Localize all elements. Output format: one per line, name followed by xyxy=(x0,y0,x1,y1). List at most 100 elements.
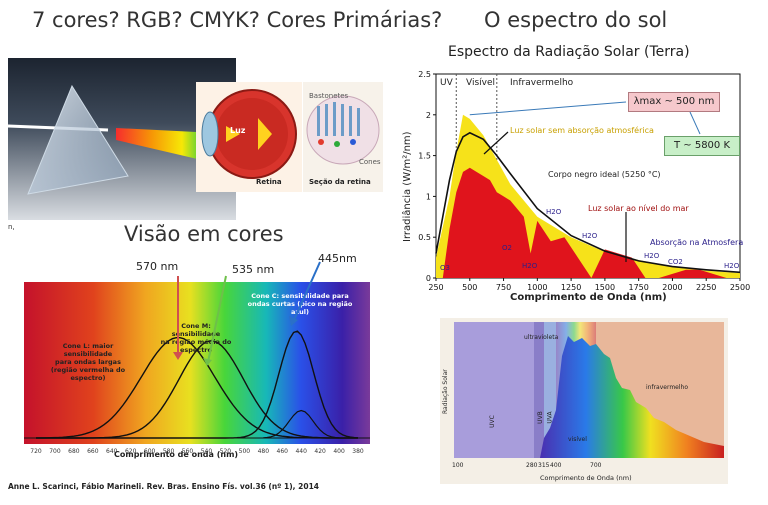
cornea xyxy=(201,111,219,157)
molecule-o3: O3 xyxy=(440,264,450,272)
left-heading: 7 cores? RGB? CMYK? Cores Primárias? xyxy=(32,8,443,32)
temperature-box: T ~ 5800 K xyxy=(664,136,740,156)
cone-tick-600: 600 xyxy=(144,448,156,455)
retina-label: Retina xyxy=(256,178,282,186)
solar-ytick-2.5: 2.5 xyxy=(418,70,431,79)
visible-label: visível xyxy=(568,436,587,443)
molecule-o2: O2 xyxy=(502,244,512,252)
cone-tick-400: 400 xyxy=(333,448,345,455)
cone-chart-xlabel: Comprimento de onda (nm) xyxy=(114,450,239,459)
retina-section: Bastonetes Cones Seção da retina xyxy=(303,82,383,192)
band-infrared: Infravermelho xyxy=(510,78,574,88)
solar-ytick-0.5: 0.5 xyxy=(418,233,431,242)
cones-label: Cones xyxy=(359,158,381,166)
glass-prism xyxy=(27,84,129,195)
cone-curve-secondary xyxy=(263,409,340,439)
solar-xlabel: Comprimento de Onda (nm) xyxy=(510,292,667,303)
cone-s-note: Cone C: sensibilidade para ondas curtas (… xyxy=(247,292,353,316)
rods-label: Bastonetes xyxy=(309,92,349,100)
cone-tick-440: 440 xyxy=(295,448,307,455)
solar-xtick-250: 250 xyxy=(428,283,443,292)
band-tick-315: 315 xyxy=(538,462,550,469)
cone-tick-480: 480 xyxy=(258,448,270,455)
light-label: Luz xyxy=(230,126,246,135)
molecule-h2o-3: H2O xyxy=(582,232,598,240)
infrared-label: infravermelho xyxy=(646,384,689,391)
cone-tick-580: 580 xyxy=(163,448,175,455)
solar-xtick-1000: 1000 xyxy=(527,283,547,292)
cone-tick-720: 720 xyxy=(30,448,42,455)
solar-xtick-1500: 1500 xyxy=(595,283,615,292)
cone-tick-680: 680 xyxy=(68,448,80,455)
band-tick-700: 700 xyxy=(590,462,602,469)
molecule-co2: CO2 xyxy=(668,258,683,266)
solar-xtick-1750: 1750 xyxy=(628,283,648,292)
right-heading: O espectro do sol xyxy=(484,8,668,32)
band-uvc xyxy=(454,322,534,458)
cone-tick-460: 460 xyxy=(277,448,289,455)
molecule-h2o-5: H2O xyxy=(724,262,740,270)
cone-m-note: Cone M: sensibilidade na região média do e… xyxy=(160,322,232,354)
band-uvb xyxy=(534,322,544,458)
band-uv: UV xyxy=(440,78,453,88)
cone-tick-540: 540 xyxy=(201,448,213,455)
solar-xtick-1250: 1250 xyxy=(561,283,581,292)
eye-illustration: Luz Retina xyxy=(196,82,302,192)
solar-xtick-500: 500 xyxy=(462,283,477,292)
retina-section-label: Seção da retina xyxy=(309,178,371,186)
solar-chart: 250 500 750 1000 1250 1500 1750 2000 2250 2500 0 0.… xyxy=(400,66,752,314)
legend-no-absorption: Luz solar sem absorção atmosférica xyxy=(510,126,654,135)
absorption-label: Absorção na Atmosfera xyxy=(650,238,744,247)
peak-570-label: 570 nm xyxy=(136,260,179,273)
series-sea-level xyxy=(442,167,740,278)
solar-ylabel: Irradiância (W/m²/nm) xyxy=(402,131,413,242)
peak-445-label: 445nm xyxy=(318,252,357,265)
ultraviolet-label: ultravioleta xyxy=(524,334,559,341)
band-tick-400: 400 xyxy=(550,462,562,469)
cone-l-note: Cone L: maior sensibilidade para ondas la… xyxy=(50,342,126,382)
band-diagram-ylabel: Radiação Solar xyxy=(442,369,449,414)
vision-heading: Visão em cores xyxy=(124,222,284,246)
legend-blackbody: Corpo negro ideal (5250 °C) xyxy=(548,170,661,179)
molecule-h2o-4: H2O xyxy=(644,252,660,260)
molecule-h2o-2: H2O xyxy=(522,262,538,270)
lambda-max-box: λmax ~ 500 nm xyxy=(628,92,720,112)
band-diagram-xlabel: Comprimento de Onda (nm) xyxy=(540,474,632,482)
band-uvb-label: UVB xyxy=(536,411,544,424)
band-uvc-label: UVC xyxy=(488,415,496,428)
corner-mark: n, xyxy=(8,223,15,231)
no-absorption-pointer xyxy=(483,131,509,155)
cone-tick-560: 560 xyxy=(182,448,194,455)
solar-xtick-750: 750 xyxy=(496,283,511,292)
cone-tick-620: 620 xyxy=(125,448,137,455)
cone-tick-660: 660 xyxy=(87,448,99,455)
solar-chart-title: Espectro da Radiação Solar (Terra) xyxy=(448,44,690,60)
band-uva-label: UVA xyxy=(546,411,554,424)
temperature-pointer xyxy=(689,111,701,135)
solar-ytick-1: 1 xyxy=(426,192,431,201)
solar-xtick-2500: 2500 xyxy=(730,283,750,292)
cone-tick-700: 700 xyxy=(49,448,61,455)
cone-tick-640: 640 xyxy=(106,448,118,455)
cone-chart: 720 700 680 660 640 620 600 580 560 540 520 500 480 4… xyxy=(24,282,370,460)
citation: Anne L. Scarinci, Fábio Marineli. Rev. B… xyxy=(8,482,320,491)
cone-tick-500: 500 xyxy=(239,448,251,455)
molecule-h2o-1: H2O xyxy=(546,208,562,216)
solar-xtick-2250: 2250 xyxy=(696,283,716,292)
solar-xtick-2000: 2000 xyxy=(662,283,682,292)
cone-tick-420: 420 xyxy=(314,448,326,455)
band-tick-280: 280 xyxy=(526,462,538,469)
solar-ytick-1.5: 1.5 xyxy=(418,152,431,161)
solar-band-diagram: Radiação Solar Comprimento de Onda (nm) … xyxy=(440,318,728,484)
solar-ytick-0: 0 xyxy=(426,274,431,283)
solar-irradiance-curve xyxy=(540,336,724,458)
series-blackbody xyxy=(435,131,741,274)
cone-tick-380: 380 xyxy=(352,448,364,455)
lambda-max-pointer xyxy=(469,101,627,116)
solar-ytick-2: 2 xyxy=(426,111,431,120)
band-visible: Visível xyxy=(466,78,496,88)
band-tick-100: 100 xyxy=(452,462,464,469)
legend-sea-level: Luz solar ao nível do mar xyxy=(588,204,689,213)
peak-535-label: 535 nm xyxy=(232,263,275,276)
cone-tick-520: 520 xyxy=(220,448,232,455)
